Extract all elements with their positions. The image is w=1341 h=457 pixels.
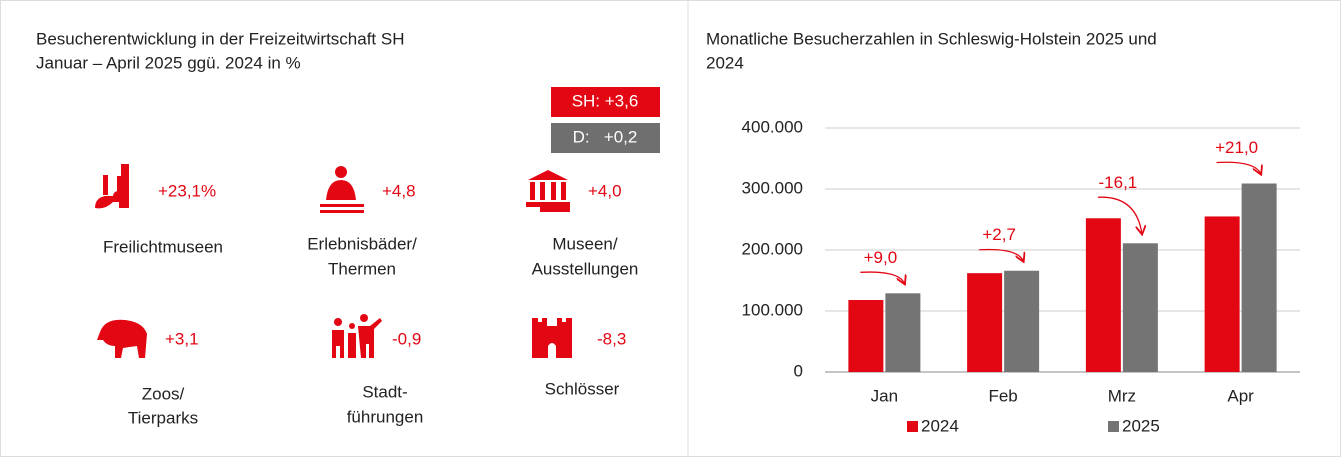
legend-swatch [1108, 421, 1119, 432]
item-label: führungen [347, 407, 424, 426]
legend-swatch [907, 421, 918, 432]
icon [332, 314, 382, 358]
y-tick-label: 100.000 [742, 300, 803, 319]
change-label: +2,7 [982, 225, 1016, 244]
change-arrow [860, 271, 904, 283]
item-label: Museen/ [552, 234, 617, 253]
item-label: Stadt- [362, 382, 407, 401]
y-tick-label: 300.000 [742, 178, 803, 197]
item-value: +23,1% [158, 181, 216, 200]
item-label: Freilichtmuseen [103, 237, 223, 256]
x-tick-label: Apr [1227, 386, 1254, 405]
bar [1241, 183, 1277, 372]
icon [526, 170, 570, 212]
chart-title: 2024 [706, 53, 744, 72]
item-value: -0,9 [392, 329, 421, 348]
panel-title: Januar – April 2025 ggü. 2024 in % [36, 53, 301, 72]
item-value: +4,0 [588, 181, 622, 200]
x-tick-label: Feb [988, 386, 1017, 405]
bar [1004, 270, 1040, 372]
x-tick-label: Mrz [1108, 386, 1136, 405]
y-tick-label: 400.000 [742, 117, 803, 136]
chart: Monatliche Besucherzahlen in Schleswig-H… [706, 29, 1300, 435]
change-arrow [1097, 196, 1142, 233]
bar [1122, 243, 1158, 372]
bar [967, 273, 1003, 372]
icon [532, 318, 572, 358]
badge [551, 87, 660, 117]
item-label: Thermen [328, 259, 396, 278]
change-label: +21,0 [1215, 138, 1258, 157]
item-value: +4,8 [382, 181, 416, 200]
item-label: Erlebnisbäder/ [307, 234, 417, 253]
y-tick-label: 200.000 [742, 239, 803, 258]
bar [848, 300, 884, 372]
icon [95, 164, 129, 209]
change-arrow [1216, 161, 1261, 173]
x-tick-label: Jan [871, 386, 898, 405]
item-value: -8,3 [597, 329, 626, 348]
change-label: -16,1 [1099, 173, 1138, 192]
item-value: +3,1 [165, 329, 199, 348]
item-label: Schlösser [545, 379, 620, 398]
bar [1204, 216, 1240, 372]
item-label: Tierparks [128, 408, 198, 427]
item-label: Ausstellungen [532, 259, 639, 278]
change-label: +9,0 [864, 248, 898, 267]
chart-title: Monatliche Besucherzahlen in Schleswig-H… [706, 29, 1157, 48]
y-tick-label: 0 [794, 361, 803, 380]
legend-label: 2024 [921, 416, 959, 435]
item-label: Zoos/ [142, 384, 185, 403]
panel-title: Besucherentwicklung in der Freizeitwirts… [36, 29, 404, 48]
bar [885, 293, 921, 372]
icon [97, 319, 147, 358]
badge-text: SH: +3,6 [572, 91, 639, 110]
icon [320, 166, 364, 213]
left-panel: Besucherentwicklung in der Freizeitwirts… [36, 29, 660, 427]
bar [1085, 218, 1121, 372]
badge [551, 123, 660, 153]
change-arrow [979, 248, 1023, 260]
legend-label: 2025 [1122, 416, 1160, 435]
badge-text: D: +0,2 [573, 127, 638, 146]
